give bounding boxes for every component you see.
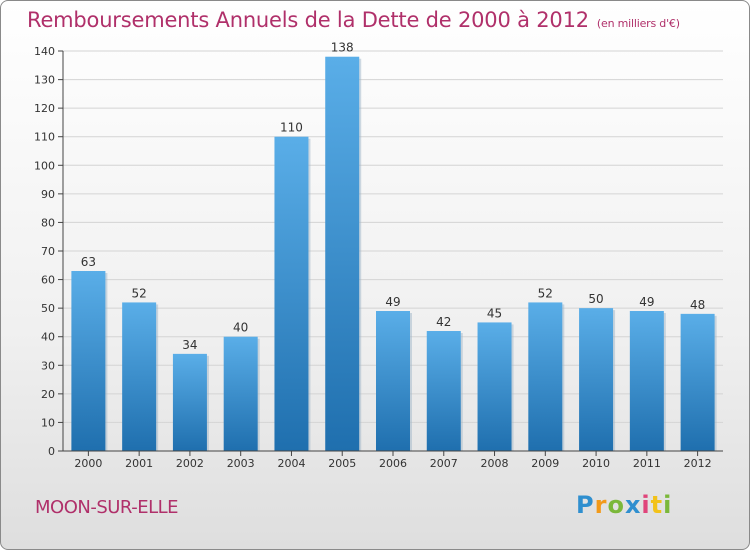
y-tick-label: 110	[34, 131, 55, 144]
bar	[71, 271, 106, 451]
bar	[629, 311, 664, 451]
data-label: 110	[280, 121, 303, 135]
data-label: 50	[588, 292, 603, 306]
x-tick-label: 2004	[277, 457, 305, 470]
logo-letter: P	[576, 491, 595, 519]
bar	[376, 311, 410, 451]
data-label: 138	[331, 41, 354, 55]
x-tick-label: 2009	[531, 457, 559, 470]
data-label: 40	[233, 321, 248, 335]
bar	[680, 313, 715, 451]
x-tick-label: 2005	[328, 457, 356, 470]
bar	[477, 322, 512, 451]
data-label: 42	[436, 315, 451, 329]
y-tick-label: 20	[41, 388, 55, 401]
data-label: 45	[487, 306, 502, 320]
data-label: 63	[81, 255, 96, 269]
bar	[122, 302, 157, 451]
data-label: 48	[690, 298, 705, 312]
x-tick-label: 2001	[125, 457, 153, 470]
logo-letter: x	[624, 491, 642, 519]
chart-title-text: Remboursements Annuels de la Dette de 20…	[27, 8, 589, 32]
x-tick-label: 2007	[430, 457, 458, 470]
data-label: 49	[639, 295, 654, 309]
city-name: MOON-SUR-ELLE	[35, 497, 179, 518]
bar	[223, 336, 258, 451]
y-tick-label: 130	[34, 74, 55, 87]
bar	[426, 331, 461, 451]
y-tick-label: 0	[48, 445, 55, 458]
bar	[325, 56, 360, 451]
y-tick-label: 30	[41, 359, 55, 372]
y-tick-label: 40	[41, 331, 55, 344]
data-label: 52	[132, 286, 147, 300]
y-tick-label: 140	[34, 45, 55, 58]
bar	[528, 302, 563, 451]
x-tick-label: 2000	[74, 457, 102, 470]
data-label: 49	[385, 295, 400, 309]
x-tick-label: 2008	[481, 457, 509, 470]
logo-letter: r	[594, 491, 608, 519]
x-tick-label: 2012	[684, 457, 712, 470]
x-tick-label: 2010	[582, 457, 610, 470]
y-tick-label: 80	[41, 216, 55, 229]
x-tick-label: 2011	[633, 457, 661, 470]
y-tick-label: 90	[41, 188, 55, 201]
data-label: 34	[182, 338, 197, 352]
logo-letter: i	[641, 491, 651, 519]
y-tick-label: 120	[34, 102, 55, 115]
y-tick-label: 50	[41, 302, 55, 315]
y-tick-label: 70	[41, 245, 55, 258]
unit-note: (en milliers d'€)	[596, 17, 680, 30]
logo-letter: t	[650, 491, 664, 519]
logo-letter: i	[663, 491, 673, 519]
y-tick-label: 60	[41, 274, 55, 287]
bar	[274, 136, 309, 451]
x-tick-label: 2003	[227, 457, 255, 470]
y-tick-label: 100	[34, 159, 55, 172]
data-label: 52	[538, 286, 553, 300]
y-tick-label: 10	[41, 416, 55, 429]
bar	[172, 353, 207, 451]
x-tick-label: 2006	[379, 457, 407, 470]
logo-letter: o	[607, 491, 625, 519]
proxiti-logo: Proxiti	[576, 491, 672, 519]
bar	[579, 308, 614, 451]
chart-title: Remboursements Annuels de la Dette de 20…	[27, 8, 680, 32]
x-tick-label: 2002	[176, 457, 204, 470]
